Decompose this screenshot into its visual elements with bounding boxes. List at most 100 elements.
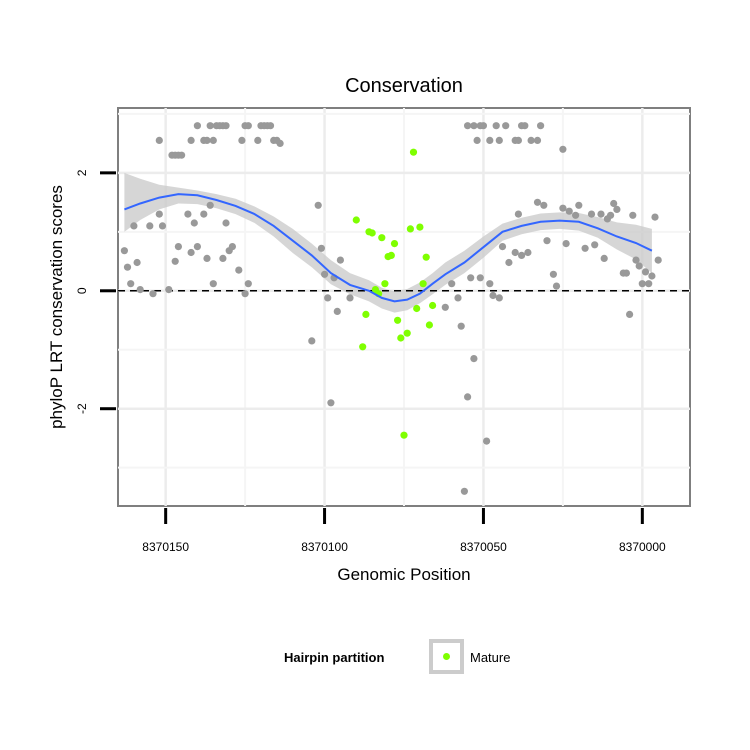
other-point <box>206 201 214 209</box>
other-point <box>552 282 561 290</box>
mature-point <box>400 431 408 439</box>
other-point <box>321 270 329 278</box>
mature-point <box>381 280 389 288</box>
other-point <box>607 211 615 219</box>
other-point <box>638 280 646 288</box>
other-point <box>626 310 634 318</box>
other-point <box>562 240 570 248</box>
other-point <box>486 280 494 288</box>
other-point <box>600 254 608 262</box>
mature-point <box>368 229 376 237</box>
other-point <box>511 248 519 257</box>
other-point <box>575 201 583 209</box>
other-point <box>276 139 284 147</box>
x-axis-title: Genomic Position <box>337 565 470 584</box>
other-point <box>514 136 523 144</box>
other-point <box>549 270 558 278</box>
other-point <box>559 145 567 153</box>
other-point <box>209 280 217 288</box>
other-point <box>521 122 529 130</box>
other-point <box>136 286 144 294</box>
other-point <box>222 219 230 227</box>
other-point <box>587 210 596 218</box>
other-point <box>641 268 650 276</box>
y-tick-label: 2 <box>75 169 89 176</box>
other-point <box>203 254 211 262</box>
legend: Hairpin partition Mature <box>284 639 510 674</box>
mature-point <box>422 253 430 261</box>
other-point <box>479 122 487 130</box>
other-point <box>518 251 526 259</box>
other-point <box>540 201 548 209</box>
other-point <box>308 337 316 345</box>
other-point <box>200 210 208 218</box>
other-point <box>495 294 503 302</box>
x-tick-label: 8370100 <box>301 540 348 554</box>
other-point <box>448 280 456 288</box>
other-point <box>514 210 523 218</box>
other-point <box>505 258 513 267</box>
mature-point <box>378 234 386 242</box>
other-point <box>581 244 589 252</box>
other-point <box>209 136 217 144</box>
mature-point <box>429 301 437 310</box>
y-axis-title: phyloP LRT conservation scores <box>47 185 66 429</box>
other-point <box>464 122 472 130</box>
other-point <box>241 290 249 298</box>
other-point <box>457 322 465 330</box>
other-point <box>654 256 662 264</box>
x-axis: 8370150 8370100 8370050 8370000 <box>142 508 666 554</box>
other-point <box>467 274 475 282</box>
other-point <box>460 487 468 495</box>
other-point <box>254 136 262 144</box>
other-point <box>559 204 567 212</box>
other-point <box>317 244 325 252</box>
other-point <box>537 122 545 130</box>
other-point <box>613 205 621 213</box>
mature-point <box>359 343 367 351</box>
other-point <box>498 243 507 251</box>
other-point <box>635 262 643 270</box>
other-point <box>130 222 138 230</box>
mature-point <box>406 225 414 233</box>
other-point <box>324 294 332 302</box>
other-point <box>187 248 195 257</box>
other-point <box>127 280 135 288</box>
mature-point <box>397 334 405 342</box>
mature-point <box>403 329 411 337</box>
legend-title: Hairpin partition <box>284 650 384 665</box>
mature-point <box>387 251 395 259</box>
other-point <box>133 258 141 267</box>
mature-point <box>352 216 360 224</box>
mature-point <box>394 316 402 324</box>
other-point <box>470 355 478 363</box>
mature-point <box>425 321 433 329</box>
x-tick-label: 8370000 <box>619 540 666 554</box>
chart-title: Conservation <box>345 75 463 97</box>
other-point <box>502 122 510 130</box>
other-point <box>645 280 653 288</box>
x-tick-label: 8370150 <box>142 540 189 554</box>
other-point <box>146 222 154 230</box>
other-point <box>483 437 491 445</box>
other-point <box>591 241 599 249</box>
other-point <box>228 243 236 251</box>
other-point <box>441 303 449 311</box>
other-point <box>327 399 335 407</box>
other-point <box>476 274 484 282</box>
other-point <box>184 210 192 218</box>
other-point <box>572 211 580 219</box>
other-point <box>533 198 542 206</box>
other-point <box>464 393 472 401</box>
other-point <box>486 136 494 144</box>
other-point <box>336 256 344 264</box>
other-point <box>489 291 497 300</box>
other-point <box>171 257 179 265</box>
other-point <box>651 213 659 221</box>
other-point <box>222 122 230 130</box>
y-tick-label: 0 <box>75 287 89 294</box>
other-point <box>244 122 252 130</box>
other-point <box>187 136 195 144</box>
other-point <box>333 307 341 315</box>
other-point <box>238 136 246 144</box>
